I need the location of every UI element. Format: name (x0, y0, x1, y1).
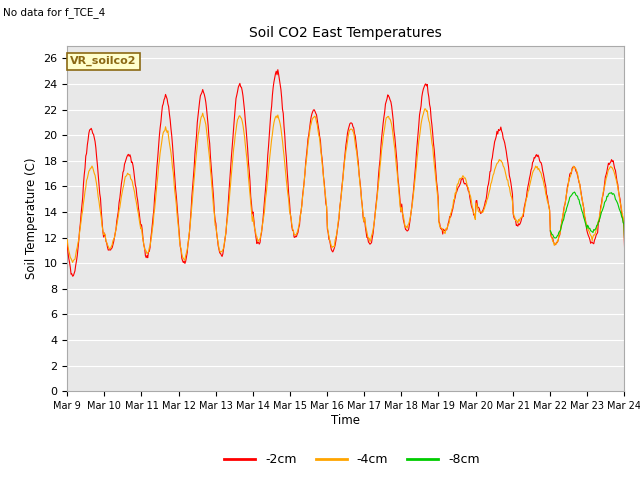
Text: No data for f_TCE_4: No data for f_TCE_4 (3, 7, 106, 18)
Text: VR_soilco2: VR_soilco2 (70, 56, 136, 66)
Y-axis label: Soil Temperature (C): Soil Temperature (C) (25, 157, 38, 279)
X-axis label: Time: Time (331, 414, 360, 427)
Title: Soil CO2 East Temperatures: Soil CO2 East Temperatures (249, 26, 442, 40)
Legend: -2cm, -4cm, -8cm: -2cm, -4cm, -8cm (219, 448, 485, 471)
